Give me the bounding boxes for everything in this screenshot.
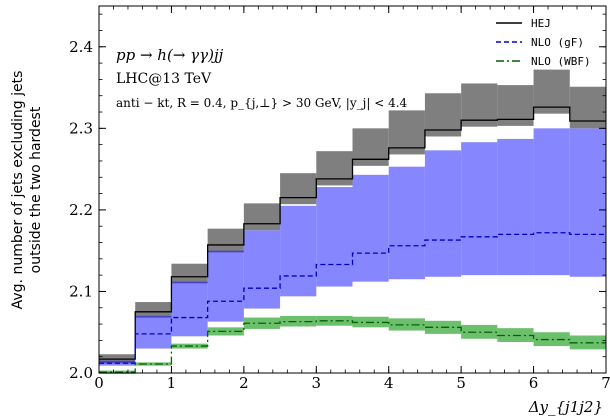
series-line-nlo-gf- xyxy=(99,232,606,364)
band-bin-nlo-gf- xyxy=(461,142,498,276)
y-tick-label: 2.1 xyxy=(69,282,93,300)
band-bin-nlo-gf- xyxy=(352,174,389,282)
band-bin-nlo-gf- xyxy=(316,187,353,287)
band-bin-nlo-gf- xyxy=(135,315,172,349)
band-bin-nlo-gf- xyxy=(497,138,534,276)
x-tick-label: 5 xyxy=(456,374,466,392)
legend-entry-label: NLO (gF) xyxy=(531,36,584,49)
y-axis-label-line2: outside the two hardest xyxy=(28,106,44,273)
band-bin-nlo-wbf- xyxy=(533,332,570,347)
band-bin-hej xyxy=(316,151,353,186)
band-bin-nlo-wbf- xyxy=(135,362,172,366)
series-line-nlo-wbf- xyxy=(99,320,606,373)
legend-entry-label: NLO (WBF) xyxy=(531,55,591,68)
band-bin-hej xyxy=(135,302,172,318)
collider-annotation: LHC@13 TeV xyxy=(116,71,212,87)
band-overlap-bin xyxy=(207,250,244,253)
band-bin-nlo-gf- xyxy=(424,150,462,277)
series-lines xyxy=(99,106,606,373)
band-bin-nlo-wbf- xyxy=(316,315,353,326)
band-bin-nlo-gf- xyxy=(569,128,606,277)
x-tick-label: 3 xyxy=(312,374,322,392)
process-annotation: pp → h(→ γγ)jj xyxy=(116,46,224,64)
band-bin-nlo-gf- xyxy=(243,230,281,309)
band-bin-nlo-wbf- xyxy=(280,315,317,327)
x-tick-label: 1 xyxy=(167,374,177,392)
x-axis-label: Δy_{j1j2} xyxy=(528,398,603,416)
x-tick-label: 7 xyxy=(601,374,610,392)
band-bin-hej xyxy=(280,173,317,205)
band-overlap-bin xyxy=(171,281,208,284)
band-bin-hej xyxy=(207,228,244,253)
axes: 0 1 2 3 4 5 6 7 2.0 2.1 2.2 2.3 2.4 xyxy=(69,5,610,392)
band-bin-hej xyxy=(243,203,281,231)
x-tick-label: 0 xyxy=(94,374,104,392)
band-bin-hej xyxy=(569,86,606,129)
band-overlap-bin xyxy=(99,360,136,364)
x-tick-label: 6 xyxy=(529,374,539,392)
y-tick-label: 2.3 xyxy=(69,119,93,137)
band-bin-nlo-gf- xyxy=(388,166,425,280)
y-tick-label: 2.4 xyxy=(69,38,93,56)
band-bin-hej xyxy=(352,128,389,166)
x-tick-label: 2 xyxy=(239,374,249,392)
legend-entry-label: HEJ xyxy=(531,17,551,30)
band-bin-hej xyxy=(388,110,425,155)
band-bin-hej xyxy=(171,263,208,284)
y-axis-label-line1: Avg. number of jets excluding jets xyxy=(10,71,26,310)
cuts-annotation: anti − kt, R = 0.4, p_{j,⊥} > 30 GeV, |y… xyxy=(116,96,408,110)
x-tick-label: 4 xyxy=(384,374,394,392)
chart-texts: pp → h(→ γγ)jj LHC@13 TeV anti − kt, R =… xyxy=(10,46,603,416)
band-bin-nlo-gf- xyxy=(207,250,244,322)
band-bin-nlo-gf- xyxy=(533,128,570,276)
band-bin-hej xyxy=(424,93,462,137)
band-bin-nlo-gf- xyxy=(171,281,208,337)
band-bin-nlo-gf- xyxy=(280,205,317,297)
band-overlap-bin xyxy=(135,315,172,318)
y-tick-label: 2.2 xyxy=(69,201,93,219)
y-tick-label: 2.0 xyxy=(69,364,93,382)
legend: HEJ NLO (gF) NLO (WBF) xyxy=(496,17,591,68)
band-bin-hej xyxy=(533,69,570,114)
plot-frame xyxy=(98,5,607,374)
series-line-hej xyxy=(99,106,606,360)
uncertainty-bands xyxy=(99,69,606,374)
band-bin-hej xyxy=(461,83,498,127)
